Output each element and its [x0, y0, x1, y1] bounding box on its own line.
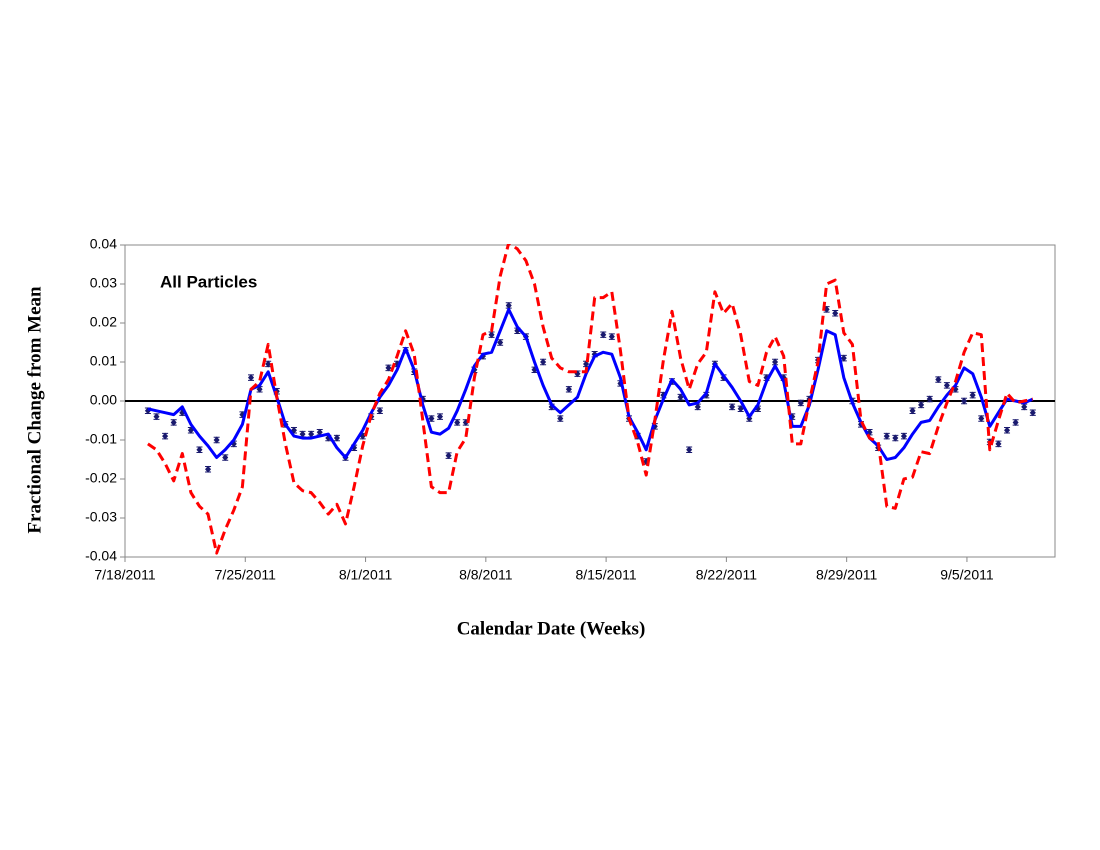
data-point [308, 430, 315, 438]
x-axis-label: Calendar Date (Weeks) [457, 618, 646, 639]
y-tick-label: -0.03 [85, 509, 117, 525]
x-tick-label: 8/1/2011 [339, 567, 393, 583]
data-point [935, 376, 942, 384]
x-tick-label: 8/15/2011 [575, 567, 636, 583]
data-point [943, 381, 950, 389]
series-layer [144, 244, 1036, 555]
y-tick-label: -0.01 [85, 431, 117, 447]
data-point [686, 446, 693, 454]
data-point [900, 432, 907, 440]
data-point [909, 407, 916, 415]
data-point [505, 301, 512, 309]
chart-title: All Particles [160, 272, 257, 291]
data-point [299, 430, 306, 438]
data-point [196, 446, 203, 454]
data-point [694, 403, 701, 411]
y-axis-label: Fractional Change from Mean [24, 286, 45, 534]
x-tick-label: 9/5/2011 [940, 567, 994, 583]
data-point [540, 358, 547, 366]
data-point [1012, 418, 1019, 426]
data-point [385, 364, 392, 372]
data-point [677, 393, 684, 401]
data-point [445, 452, 452, 460]
data-point [376, 407, 383, 415]
data-point [918, 401, 925, 409]
data-point [170, 418, 177, 426]
data-point [316, 428, 323, 436]
y-tick-label: 0.01 [90, 353, 117, 369]
data-point [1021, 403, 1028, 411]
data-point [248, 374, 255, 382]
data-point [978, 415, 985, 423]
y-tick-label: -0.02 [85, 470, 117, 486]
data-point [840, 354, 847, 362]
y-tick-label: 0.03 [90, 275, 117, 291]
data-point [892, 434, 899, 442]
data-point [1004, 426, 1011, 434]
data-point [497, 339, 504, 346]
solid-line [147, 307, 1034, 461]
data-point [797, 399, 804, 407]
data-point [926, 395, 933, 403]
data-point [1029, 409, 1036, 417]
data-point [437, 413, 444, 421]
data-point [729, 403, 736, 411]
data-point [205, 465, 212, 473]
y-tick-label: 0.02 [90, 314, 117, 330]
data-point [565, 385, 572, 393]
data-point [488, 331, 495, 339]
data-point [832, 309, 839, 317]
data-point [153, 413, 160, 421]
y-tick-label: 0.04 [90, 236, 117, 252]
data-point [265, 360, 272, 368]
x-tick-label: 8/8/2011 [459, 567, 513, 583]
x-tick-label: 8/22/2011 [696, 567, 757, 583]
x-tick-label: 8/29/2011 [816, 567, 877, 583]
data-point [557, 415, 564, 423]
data-point [995, 440, 1002, 448]
data-point [454, 418, 461, 426]
data-point [162, 432, 169, 440]
y-tick-label: 0.00 [90, 392, 117, 408]
data-point [213, 436, 220, 444]
data-point [969, 391, 976, 399]
data-point [600, 331, 607, 339]
x-tick-label: 7/25/2011 [215, 567, 276, 583]
data-point [961, 397, 968, 405]
data-point [772, 358, 779, 366]
data-point [608, 333, 615, 341]
y-tick-label: -0.04 [85, 548, 117, 564]
data-point [883, 432, 890, 440]
data-point [222, 454, 229, 462]
data-point [428, 415, 435, 423]
data-point [583, 360, 590, 368]
x-tick-label: 7/18/2011 [94, 567, 155, 583]
data-point [737, 405, 744, 413]
data-point [333, 434, 340, 442]
